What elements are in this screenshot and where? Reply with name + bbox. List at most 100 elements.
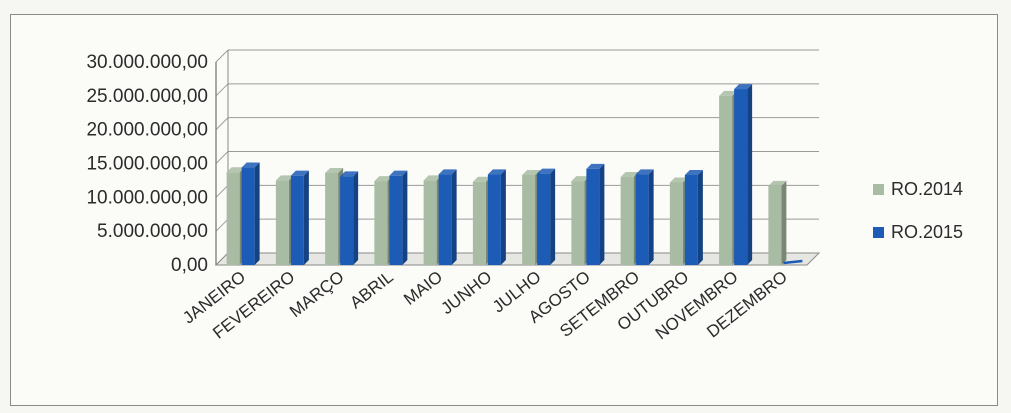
- bar-top: [325, 167, 344, 173]
- x-category-label: ABRIL: [346, 267, 396, 312]
- bar-top: [537, 168, 556, 174]
- bar-top: [586, 163, 605, 169]
- bar-top: [374, 176, 393, 182]
- y-tick-label: 20.000.000,00: [86, 120, 208, 141]
- bar-top: [226, 167, 245, 173]
- legend-swatch: [873, 227, 884, 238]
- bar: [241, 162, 260, 265]
- bar-top: [487, 169, 506, 175]
- bar-front: [487, 174, 501, 265]
- bar: [586, 163, 605, 265]
- bar-front: [472, 181, 486, 265]
- bar: [783, 259, 803, 265]
- bar: [768, 180, 787, 265]
- legend-item: RO.2015: [873, 222, 963, 242]
- bar: [734, 84, 753, 265]
- bar-front: [438, 174, 452, 265]
- bar-front: [290, 175, 304, 265]
- bar-top: [768, 180, 787, 186]
- bar-front: [226, 172, 240, 265]
- bar-front: [340, 176, 354, 265]
- bar-top: [620, 172, 639, 178]
- gridline-depth: [215, 49, 229, 63]
- bar-side: [353, 171, 359, 265]
- bars-layer: [226, 84, 803, 265]
- legend-label: RO.2014: [891, 179, 963, 199]
- bar-side: [550, 168, 556, 265]
- bar-top: [389, 170, 408, 176]
- y-tick-label: 30.000.000,00: [86, 52, 208, 73]
- bar-side: [648, 169, 654, 265]
- bar-top: [241, 162, 260, 168]
- bar-top: [438, 169, 457, 175]
- bar-front: [275, 180, 289, 265]
- bar-side: [254, 162, 260, 265]
- bar-front: [719, 95, 733, 265]
- bar-front: [522, 175, 536, 265]
- bar: [290, 170, 309, 265]
- bar-top: [290, 170, 309, 176]
- y-tick-label: 25.000.000,00: [86, 86, 208, 107]
- bar-top: [635, 169, 654, 175]
- bar: [438, 169, 457, 265]
- bar: [537, 168, 556, 265]
- bar-front: [241, 167, 255, 265]
- bar-side: [500, 169, 506, 265]
- bar-side: [697, 170, 703, 265]
- gridline-depth: [215, 218, 229, 232]
- chart-frame: 0,00 5.000.000,00 10.000.000,00 15.000.000,…: [10, 14, 998, 406]
- bar-top: [423, 175, 442, 181]
- bar-front: [374, 181, 388, 265]
- bar-top: [472, 176, 491, 182]
- x-category-label: MARÇO: [286, 267, 348, 321]
- legend-label: RO.2015: [891, 222, 963, 242]
- bar: [487, 169, 506, 265]
- y-tick-label: 10.000.000,00: [86, 187, 208, 208]
- bar-front: [537, 173, 551, 265]
- bar-front: [734, 89, 748, 265]
- legend-swatch: [873, 184, 884, 195]
- gridline-depth: [215, 117, 229, 131]
- bar-zero: [783, 259, 803, 265]
- floor: [214, 252, 821, 266]
- bar: [684, 170, 703, 265]
- bar-top: [734, 84, 753, 90]
- bar-top: [571, 176, 590, 182]
- bar: [340, 171, 359, 265]
- bar-chart: 0,00 5.000.000,00 10.000.000,00 15.000.000,…: [86, 49, 963, 343]
- bar-top: [684, 170, 703, 176]
- gridline-depth: [215, 151, 229, 164]
- bar-top: [340, 171, 359, 177]
- bar-side: [599, 163, 605, 265]
- bar-side: [747, 84, 753, 265]
- y-tick-labels: 0,00 5.000.000,00 10.000.000,00 15.000.000,…: [86, 52, 208, 276]
- gridline-depth: [215, 184, 229, 198]
- legend: RO.2014 RO.2015: [873, 179, 963, 242]
- bar-top: [669, 177, 688, 183]
- bar-side: [781, 180, 787, 265]
- bar-front: [635, 174, 649, 265]
- y-tick-label: 5.000.000,00: [97, 221, 208, 242]
- bar-front: [768, 185, 782, 265]
- bar-front: [620, 177, 634, 265]
- bar-top: [275, 175, 294, 181]
- bar-side: [303, 170, 309, 265]
- bar-front: [586, 168, 600, 265]
- legend-item: RO.2014: [873, 179, 963, 199]
- bar-front: [423, 180, 437, 265]
- gridline-depth: [215, 83, 229, 97]
- bar-top: [719, 90, 738, 96]
- bar-side: [402, 170, 408, 265]
- bar-side: [451, 169, 457, 265]
- y-tick-label: 15.000.000,00: [86, 154, 208, 175]
- bar: [389, 170, 408, 265]
- bar-front: [325, 172, 339, 265]
- y-tick-label: 0,00: [171, 255, 208, 276]
- bar-front: [389, 175, 403, 265]
- bar-front: [669, 182, 683, 265]
- bar: [635, 169, 654, 265]
- bar-top: [522, 170, 541, 176]
- bar-front: [684, 175, 698, 265]
- x-category-label: JUNHO: [437, 267, 495, 318]
